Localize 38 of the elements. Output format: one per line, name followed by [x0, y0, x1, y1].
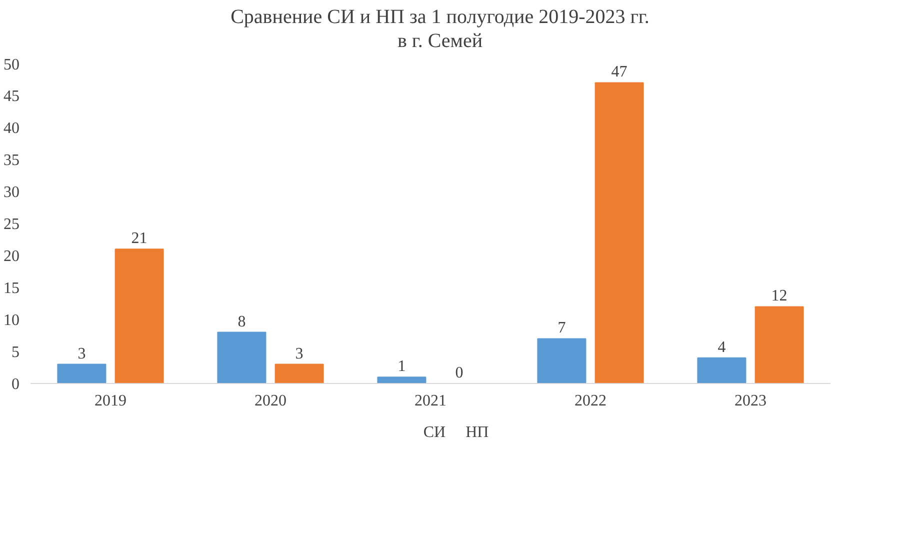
y-tick-label: 45 — [4, 88, 20, 105]
y-tick-label: 25 — [4, 216, 20, 233]
data-label: 47 — [611, 64, 628, 81]
y-tick-label: 40 — [4, 120, 20, 137]
x-tick-label: 2019 — [94, 392, 126, 410]
bar — [537, 338, 586, 384]
data-label: 8 — [238, 313, 246, 330]
data-label: 3 — [295, 345, 304, 362]
data-label: 3 — [78, 345, 86, 362]
text: НП — [466, 424, 489, 442]
y-tick-label: 5 — [12, 344, 20, 361]
bar — [594, 82, 644, 384]
bar — [217, 332, 266, 384]
data-label: 7 — [558, 320, 566, 337]
bar — [377, 376, 426, 384]
y-tick-label: 15 — [4, 280, 20, 297]
text: СИ — [423, 424, 446, 442]
bar — [697, 357, 746, 384]
y-tick-label: 50 — [4, 56, 20, 74]
bar — [114, 248, 164, 384]
x-tick-label: 2023 — [734, 392, 766, 410]
y-tick-label: 10 — [4, 312, 20, 329]
bar — [754, 306, 804, 384]
chart-title: Сравнение СИ и НП за 1 полугодие 2019-2023 гг. в г. Семей — [230, 5, 650, 53]
y-tick-label: 30 — [4, 184, 20, 201]
y-tick-label: 20 — [4, 248, 20, 265]
data-label: 1 — [398, 358, 406, 376]
x-tick-label: 2022 — [574, 392, 606, 410]
y-tick-label: 0 — [12, 376, 20, 393]
data-label: 21 — [131, 230, 148, 248]
x-tick-label: 2021 — [414, 392, 446, 410]
data-label: 4 — [718, 338, 726, 356]
data-label: 12 — [771, 288, 788, 305]
y-tick-label: 35 — [4, 152, 20, 169]
x-tick-label: 2020 — [254, 392, 286, 410]
data-label: 0 — [455, 364, 464, 382]
bar — [274, 364, 324, 384]
bar — [57, 364, 106, 384]
